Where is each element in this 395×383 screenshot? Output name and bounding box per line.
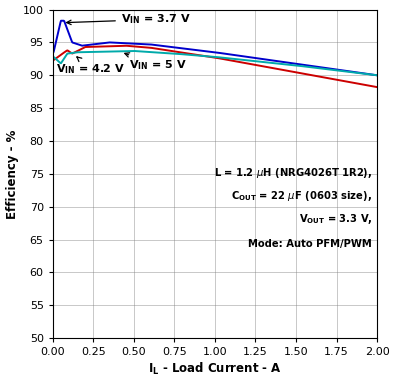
Text: V$_\mathregular{IN}$ = 3.7 V: V$_\mathregular{IN}$ = 3.7 V	[67, 13, 190, 26]
Y-axis label: Efficiency - %: Efficiency - %	[6, 129, 19, 219]
X-axis label: I$_\mathregular{L}$ - Load Current - A: I$_\mathregular{L}$ - Load Current - A	[148, 361, 282, 377]
Text: L = 1.2 $\mu$H (NRG4026T 1R2),: L = 1.2 $\mu$H (NRG4026T 1R2),	[214, 167, 372, 180]
Text: V$_\mathregular{OUT}$ = 3.3 V,: V$_\mathregular{OUT}$ = 3.3 V,	[299, 213, 372, 226]
Text: V$_\mathregular{IN}$ = 5 V: V$_\mathregular{IN}$ = 5 V	[125, 53, 187, 72]
Text: C$_\mathregular{OUT}$ = 22 $\mu$F (0603 size),: C$_\mathregular{OUT}$ = 22 $\mu$F (0603 …	[231, 190, 372, 203]
Text: V$_\mathregular{IN}$ = 4.2 V: V$_\mathregular{IN}$ = 4.2 V	[56, 57, 125, 75]
Text: Mode: Auto PFM/PWM: Mode: Auto PFM/PWM	[248, 239, 372, 249]
